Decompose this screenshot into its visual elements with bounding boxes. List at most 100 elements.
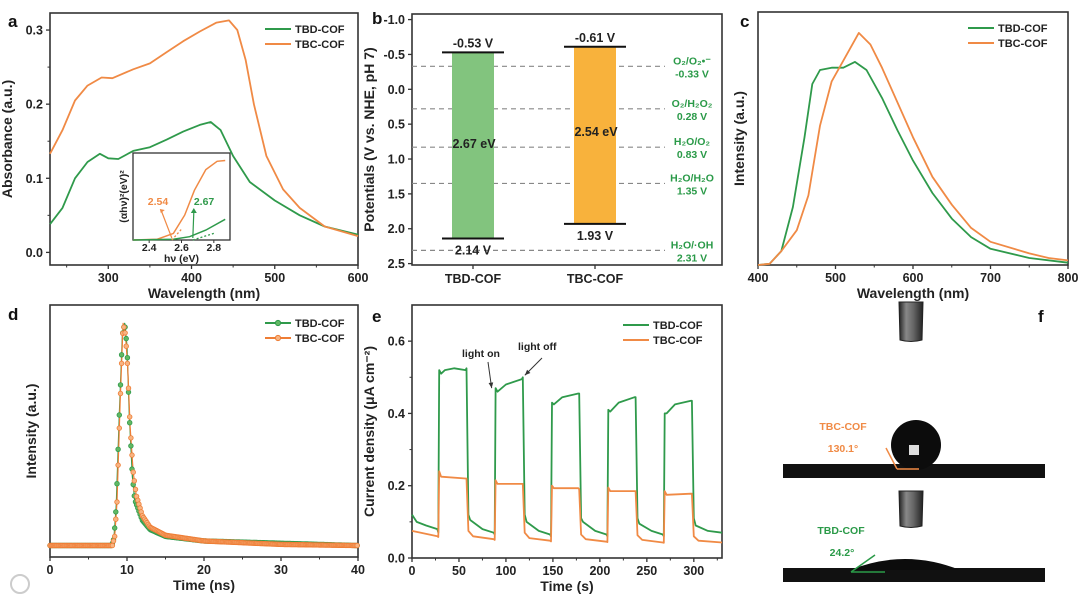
data-point xyxy=(115,462,121,468)
inset-series-line xyxy=(132,159,226,241)
y-tick-label: 0.0 xyxy=(388,552,405,566)
y-axis-label: Intensity (a.u.) xyxy=(731,91,747,186)
redox-couple-label: O₂/O₂•⁻ xyxy=(673,55,711,67)
redox-potential-label: 2.31 V xyxy=(677,252,707,264)
legend-label: TBC-COF xyxy=(998,38,1048,50)
panel-label-e: e xyxy=(372,307,381,326)
arrow-head-icon xyxy=(190,208,197,213)
cb-potential-label: -0.53 V xyxy=(453,36,494,50)
cb-potential-label: -0.61 V xyxy=(575,31,616,45)
y-tick-label: 0.0 xyxy=(26,246,43,260)
data-point xyxy=(132,486,139,493)
data-point xyxy=(116,412,122,418)
data-point xyxy=(115,446,121,452)
redox-potential-label: -0.33 V xyxy=(675,68,709,80)
x-tick-label: 50 xyxy=(452,564,466,578)
panel-label-c: c xyxy=(740,12,749,31)
x-tick-label: 10 xyxy=(120,563,134,577)
data-point xyxy=(129,452,135,458)
data-point xyxy=(109,542,116,549)
band-gap-label: 2.54 eV xyxy=(574,125,618,139)
data-point xyxy=(125,385,132,391)
vb-potential-label: 2.14 V xyxy=(455,244,492,258)
fit-line xyxy=(171,228,182,241)
data-point xyxy=(114,499,120,505)
x-tick-label: 300 xyxy=(98,271,119,285)
series-line-tbd-cof xyxy=(49,121,359,236)
panel-label-d: d xyxy=(8,305,18,324)
y-tick-label: -1.0 xyxy=(383,13,405,27)
data-point xyxy=(117,390,124,397)
x-tick-label: 500 xyxy=(264,271,285,285)
category-label: TBD-COF xyxy=(445,272,502,286)
arrow-head-icon xyxy=(159,209,165,213)
series-line-tbd-cof xyxy=(757,61,1069,266)
y-tick-label: 0.2 xyxy=(388,479,405,493)
legend-marker xyxy=(274,334,282,342)
y-tick-label: 0.6 xyxy=(388,335,405,349)
x-axis-label: Wavelength (nm) xyxy=(857,285,969,301)
x-tick-label: 30 xyxy=(274,563,288,577)
redox-potential-label: 0.28 V xyxy=(677,111,707,123)
legend-label: TBC-COF xyxy=(295,333,345,345)
vb-potential-label: 1.93 V xyxy=(577,229,614,243)
annotation-label: light on xyxy=(462,348,500,360)
y-axis-label: Potentials (V vs. NHE, pH 7) xyxy=(361,47,377,231)
redox-couple-label: H₂O/·OH xyxy=(671,239,714,251)
data-point xyxy=(111,533,118,540)
redox-couple-label: O₂/H₂O₂ xyxy=(672,98,713,110)
x-tick-label: 2.4 xyxy=(142,242,157,254)
x-tick-label: 100 xyxy=(496,564,517,578)
redox-couple-label: H₂O/O₂ xyxy=(674,136,711,148)
y-axis-label: Current density (μA cm⁻²) xyxy=(361,346,377,517)
plot-frame xyxy=(49,12,359,266)
x-axis-label: hν (eV) xyxy=(164,253,199,265)
x-tick-label: 400 xyxy=(181,271,202,285)
contact-angle-line xyxy=(850,554,876,573)
series-line-tbc-cof xyxy=(757,32,1069,266)
y-axis-label: Intensity (a.u.) xyxy=(23,384,39,479)
data-point xyxy=(354,542,360,549)
y-tick-label: 0.4 xyxy=(388,407,405,421)
substrate xyxy=(783,464,1045,478)
x-tick-label: 250 xyxy=(636,564,657,578)
x-tick-label: 0 xyxy=(47,563,54,577)
x-tick-label: 600 xyxy=(348,271,369,285)
arrow-line xyxy=(161,211,173,239)
legend-label: TBD-COF xyxy=(998,23,1048,35)
watermark-logo xyxy=(10,574,30,594)
panel-a-inset: 2.4 2.6 2.8 hν (eV) (αhν)²(eV)² 2.54 2.67 xyxy=(118,152,231,265)
contact-angle-value: 130.1° xyxy=(828,443,858,455)
data-point xyxy=(128,443,134,449)
series-line-tbd-cof xyxy=(50,322,359,547)
x-tick-label: 700 xyxy=(980,271,1001,285)
panel-c-chart: 400 500 600 700 800 Wavelength (nm) Intensity … xyxy=(731,11,1078,301)
arrow-head-icon xyxy=(488,382,494,389)
y-tick-label: 1.0 xyxy=(388,153,405,167)
data-point xyxy=(121,324,127,330)
x-tick-label: 600 xyxy=(903,271,924,285)
x-tick-label: 40 xyxy=(351,563,365,577)
x-tick-label: 0 xyxy=(409,564,416,578)
y-tick-label: 1.5 xyxy=(388,187,405,201)
band-bar xyxy=(574,46,616,224)
data-point xyxy=(124,360,131,367)
band-gap-label: 2.67 eV xyxy=(452,137,496,151)
series-line-tbc-cof xyxy=(50,322,359,547)
panel-b-band-diagram: -1.0 -0.5 0.0 0.5 1.0 1.5 2.0 2.5 Potentials (V … xyxy=(361,13,723,286)
data-point xyxy=(123,343,129,349)
y-tick-label: 2.0 xyxy=(388,222,405,236)
droplet-highlight xyxy=(909,445,919,455)
plot-frame xyxy=(411,13,723,266)
data-point xyxy=(118,360,125,367)
data-point xyxy=(131,478,137,484)
data-point xyxy=(123,335,129,342)
inset-series-line xyxy=(132,218,226,241)
legend-label: TBC-COF xyxy=(653,335,703,347)
sample-label: TBD-COF xyxy=(817,525,865,537)
substrate xyxy=(783,568,1045,582)
y-tick-label: 0.0 xyxy=(388,83,405,97)
band-bar xyxy=(452,52,494,239)
y-tick-label: 0.5 xyxy=(388,118,405,132)
